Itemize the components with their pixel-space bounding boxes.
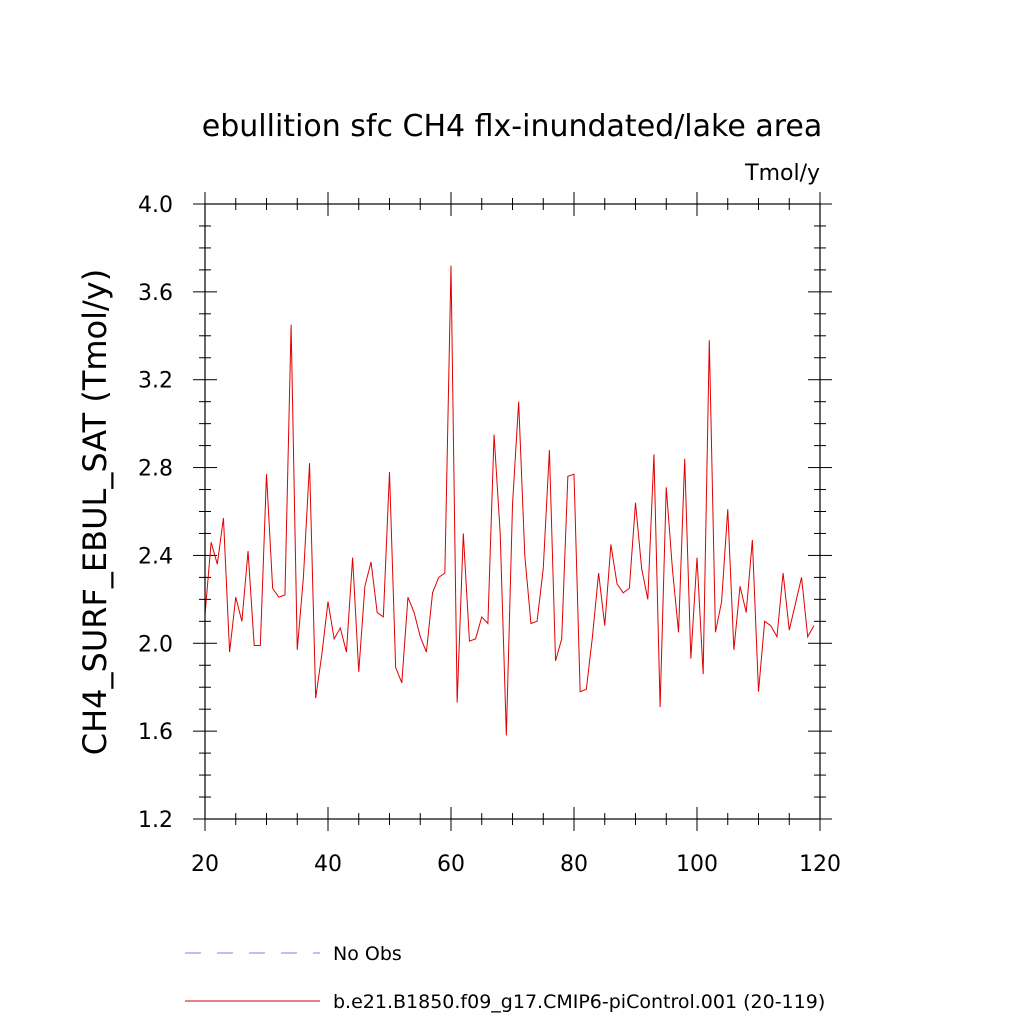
chart-title: ebullition sfc CH4 flx-inundated/lake ar…: [202, 109, 822, 144]
y-tick-label: 2.8: [138, 457, 173, 482]
legend-label-picontrol: b.e21.B1850.f09_g17.CMIP6-piControl.001 …: [333, 991, 825, 1013]
legend: No Obs b.e21.B1850.f09_g17.CMIP6-piContr…: [185, 943, 825, 1013]
x-tick-label: 20: [191, 852, 219, 877]
series-line: [204, 265, 815, 736]
legend-label-no-obs: No Obs: [333, 943, 402, 965]
plot-frame: [204, 203, 821, 820]
x-tick-label: 100: [676, 852, 718, 877]
y-tick-label: 4.0: [138, 193, 173, 218]
x-tick-label: 120: [799, 852, 841, 877]
y-tick-label: 3.2: [138, 369, 173, 394]
y-tick-label: 1.2: [138, 808, 173, 833]
y-tick-label: 3.6: [138, 281, 173, 306]
x-tick-label: 60: [437, 852, 465, 877]
units-label: Tmol/y: [744, 161, 820, 186]
y-axis-label: CH4_SURF_EBUL_SAT (Tmol/y): [76, 269, 114, 755]
y-tick-label: 2.0: [138, 632, 173, 657]
x-tick-label: 40: [314, 852, 342, 877]
tick-labels: 20 40 60 80 100 120 1.2 1.6 2.0 2.4 2.8 3.2 3.6 4.0: [138, 193, 841, 877]
y-tick-label: 1.6: [138, 720, 173, 745]
x-tick-label: 80: [560, 852, 588, 877]
y-tick-label: 2.4: [138, 544, 173, 569]
